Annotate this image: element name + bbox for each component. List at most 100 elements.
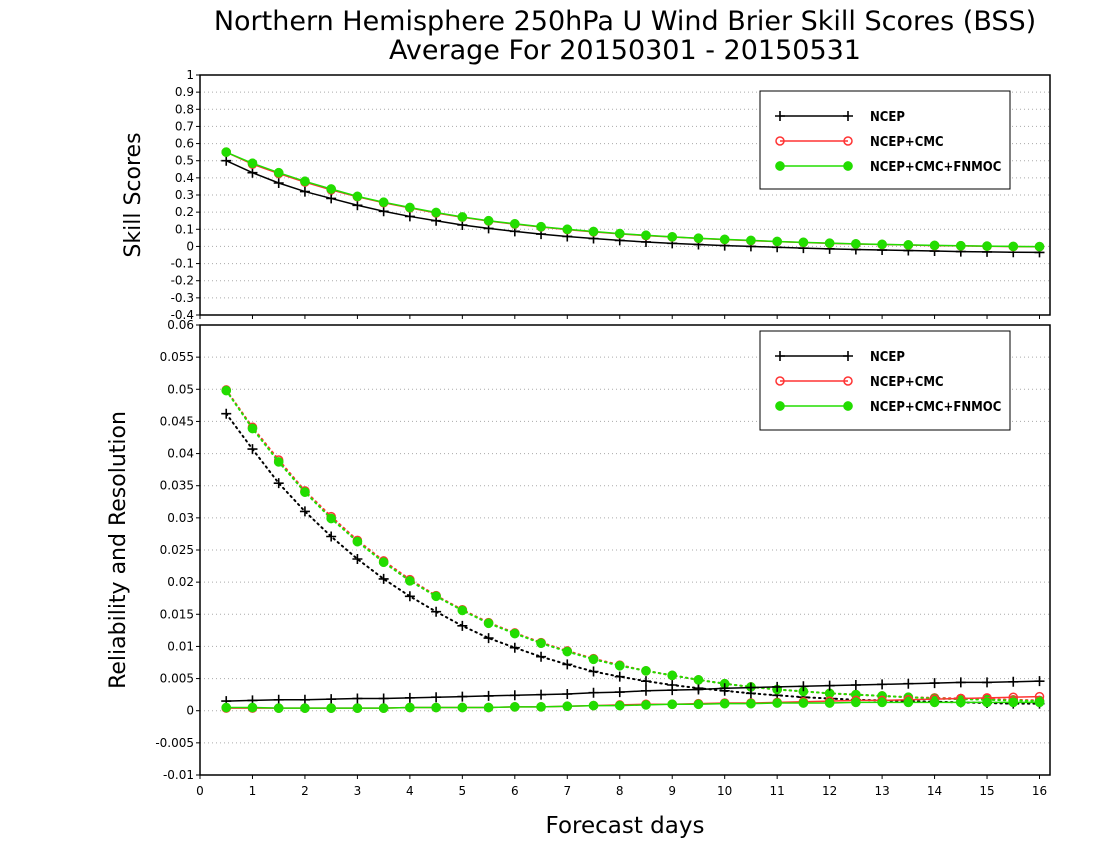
data-point-ncep-cmc-fnmoc <box>562 646 573 657</box>
y-tick-label: 1 <box>186 68 194 82</box>
data-point-ncep <box>877 679 888 690</box>
data-point-ncep-cmc-fnmoc <box>509 218 520 229</box>
data-point-ncep-cmc-fnmoc <box>247 702 258 713</box>
data-point-ncep-cmc-fnmoc <box>588 654 599 665</box>
data-point-ncep-cmc-fnmoc <box>247 423 258 434</box>
x-tick-label: 9 <box>668 784 676 798</box>
data-point-ncep <box>588 666 599 677</box>
data-point-ncep <box>955 677 966 688</box>
legend-marker-ncep-cmc <box>775 136 785 146</box>
data-point-ncep <box>378 206 389 217</box>
y-tick-label: 0.2 <box>175 205 194 219</box>
data-point-ncep <box>1034 676 1045 687</box>
data-point-ncep <box>719 683 730 694</box>
reliability-resolution-panel: 0.060.0550.050.0450.040.0350.030.0250.02… <box>155 318 1051 798</box>
data-point-ncep-cmc-fnmoc <box>300 703 310 713</box>
data-point-ncep <box>562 689 573 699</box>
data-point-ncep-cmc-fnmoc <box>877 239 887 250</box>
x-tick-label: 11 <box>770 784 785 798</box>
data-point-ncep-cmc-fnmoc <box>457 212 468 222</box>
data-point-ncep <box>299 506 310 517</box>
y-tick-label: 0.015 <box>160 607 194 621</box>
y-tick-label: -0.005 <box>155 736 194 750</box>
data-point-ncep-cmc-fnmoc <box>300 487 310 497</box>
y-tick-label: 0.3 <box>175 188 194 202</box>
data-point-ncep <box>536 689 547 700</box>
data-point-ncep-cmc-fnmoc <box>903 697 914 708</box>
x-tick-label: 1 <box>249 784 257 798</box>
bottom-ylabel: Reliability and Resolution <box>106 411 131 689</box>
data-point-ncep <box>378 693 389 704</box>
data-point-ncep <box>562 659 573 670</box>
data-point-ncep-cmc-fnmoc <box>1034 697 1045 708</box>
legend-label-ncep-cmc: NCEP+CMC <box>870 135 944 150</box>
data-point-ncep-cmc-fnmoc <box>693 233 704 244</box>
y-tick-label: 0.025 <box>160 543 194 557</box>
data-point-ncep-cmc-fnmoc <box>588 700 599 711</box>
data-point-ncep-cmc-fnmoc <box>247 158 258 169</box>
data-point-ncep-cmc-fnmoc <box>405 576 415 586</box>
data-point-ncep-cmc-fnmoc <box>824 238 835 249</box>
y-tick-label: 0.055 <box>160 350 194 364</box>
y-tick-label: 0.02 <box>167 575 194 589</box>
y-tick-label: 0.5 <box>175 154 194 168</box>
data-point-ncep-cmc-fnmoc <box>273 703 284 713</box>
data-point-ncep-cmc-fnmoc <box>221 702 232 713</box>
data-point-ncep <box>536 651 547 662</box>
data-point-ncep <box>299 186 310 197</box>
data-point-ncep <box>614 687 625 698</box>
legend-marker-ncep-cmc <box>843 376 853 386</box>
data-point-ncep-cmc-fnmoc <box>431 591 441 602</box>
data-point-ncep-cmc-fnmoc <box>982 697 992 708</box>
data-point-ncep <box>247 167 258 178</box>
data-point-ncep <box>824 680 835 691</box>
data-point-ncep <box>378 573 389 584</box>
x-tick-label: 13 <box>874 784 889 798</box>
data-point-ncep <box>903 678 914 689</box>
data-point-ncep <box>352 693 363 704</box>
data-point-ncep-cmc-fnmoc <box>457 605 468 616</box>
data-point-ncep-cmc-fnmoc <box>693 675 704 685</box>
data-point-ncep-cmc-fnmoc <box>536 638 546 649</box>
x-tick-label: 10 <box>717 784 732 798</box>
y-tick-label: -0.3 <box>171 291 194 305</box>
data-point-ncep-cmc-fnmoc <box>536 221 546 232</box>
legend: NCEP NCEP+CMC NCEP+CMC+FNMOC <box>759 330 1011 431</box>
data-point-ncep-cmc-fnmoc <box>614 700 625 711</box>
data-point-ncep-cmc-fnmoc <box>877 697 887 708</box>
data-point-ncep-cmc-fnmoc <box>955 697 966 708</box>
data-point-ncep-cmc-fnmoc <box>746 698 756 709</box>
x-tick-label: 6 <box>511 784 519 798</box>
data-point-ncep-cmc-fnmoc <box>719 234 730 245</box>
y-tick-label: 0.05 <box>167 382 194 396</box>
data-point-ncep-cmc-fnmoc <box>431 702 441 713</box>
data-point-ncep <box>483 633 494 644</box>
data-point-ncep-cmc-fnmoc <box>798 237 809 248</box>
data-point-ncep-cmc-fnmoc <box>378 557 389 568</box>
series-line-ncep-resolution <box>225 412 1041 705</box>
y-tick-label: -0.2 <box>171 274 194 288</box>
data-point-ncep-cmc-fnmoc <box>772 698 783 708</box>
y-tick-label: 0.045 <box>160 414 194 428</box>
data-point-ncep-cmc-fnmoc <box>982 241 992 251</box>
legend: NCEP NCEP+CMC NCEP+CMC+FNMOC <box>759 90 1011 190</box>
y-tick-label: 0.01 <box>167 639 194 653</box>
data-point-ncep-cmc-fnmoc <box>352 191 363 202</box>
data-point-ncep-cmc-fnmoc <box>273 457 284 467</box>
data-point-ncep <box>798 681 809 692</box>
legend-marker-ncep-cmc <box>843 136 853 146</box>
data-point-ncep-cmc-fnmoc <box>509 628 520 639</box>
y-tick-label: 0.005 <box>160 672 194 686</box>
data-point-ncep-cmc-fnmoc <box>641 700 651 710</box>
data-point-ncep-cmc-fnmoc <box>378 197 389 208</box>
x-tick-label: 12 <box>822 784 837 798</box>
x-tick-label: 7 <box>563 784 571 798</box>
data-point-ncep <box>431 692 442 703</box>
data-point-ncep <box>299 694 310 705</box>
data-point-ncep-cmc-fnmoc <box>431 207 441 218</box>
data-point-ncep-cmc-fnmoc <box>352 703 363 713</box>
y-tick-label: 0.1 <box>175 222 194 236</box>
data-point-ncep-cmc-fnmoc <box>746 235 756 246</box>
legend-marker-ncep-cmc-fnmoc <box>843 161 853 171</box>
y-tick-label: 0 <box>186 704 194 718</box>
